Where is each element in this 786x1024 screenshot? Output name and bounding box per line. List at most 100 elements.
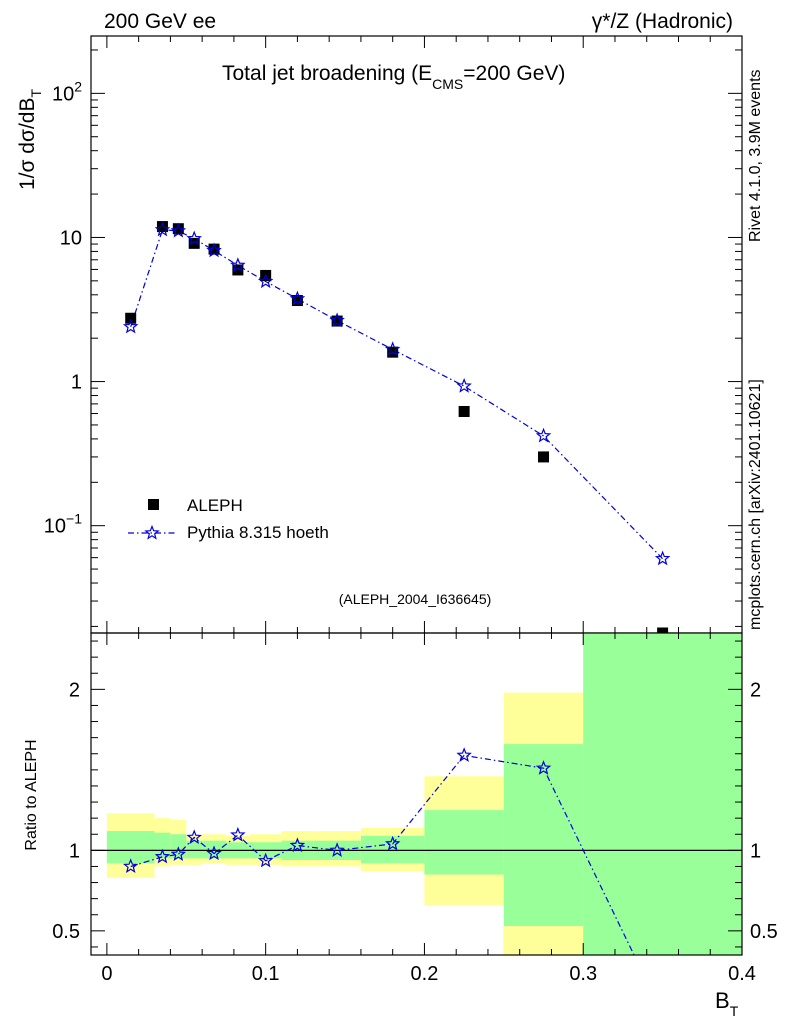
band-green-0 (106, 831, 155, 864)
header-left: 200 GeV ee (104, 10, 216, 33)
band-green-12 (583, 633, 742, 955)
ratio-tick-label-left-0.5: 0.5 (52, 921, 80, 943)
data-point-5 (232, 264, 244, 276)
data-point-4 (208, 243, 220, 255)
band-green-10 (424, 810, 504, 875)
data-point-7 (291, 295, 303, 307)
legend-mc-label: Pythia 8.315 hoeth (187, 523, 329, 542)
ratio-mc-star-1 (154, 848, 171, 864)
x-axis-label-sub: T (730, 1003, 739, 1019)
plot-title-rest: =200 GeV) (463, 62, 565, 85)
data-point-11 (538, 451, 550, 463)
y-tick-label-exponent: −1 (66, 511, 82, 527)
y-axis-label-sub: T (28, 89, 44, 98)
ratio-mc-star-10 (456, 747, 472, 762)
ratio-mc-star-9 (384, 835, 401, 851)
mc-star-0 (122, 318, 139, 334)
mc-star-10 (456, 377, 472, 393)
x-tick-label-0.2: 0.2 (411, 963, 439, 985)
y-axis-label: 1/σ dσ/dBT (16, 89, 44, 190)
mc-star-5 (230, 257, 246, 272)
ratio-panel: 0 0.1 0.2 0.3 0.4 0.5 0.5 1 1 2 2 (52, 36, 778, 985)
ratio-mc-star-2 (170, 846, 187, 861)
ratio-series (122, 747, 635, 955)
band-green-11 (503, 744, 584, 955)
mc-star-12 (654, 550, 671, 566)
x-tick-label-0.4: 0.4 (728, 963, 756, 985)
band-green-9 (360, 835, 425, 864)
data-point-2 (172, 223, 184, 235)
mc-star-2 (170, 222, 187, 238)
legend: ALEPH Pythia 8.315 hoeth (128, 496, 329, 542)
header-right: γ*/Z (Hadronic) (592, 10, 733, 33)
mc-star-11 (535, 427, 552, 443)
ratio-axis-label: Ratio to ALEPH (23, 739, 40, 850)
y-tick-label-base: 10 (44, 516, 66, 538)
ratio-mc-star-3 (186, 829, 202, 845)
plot-title: Total jet broadening (ECMS=200 GeV) (222, 62, 565, 92)
x-axis-label-main: B (715, 988, 730, 1013)
x-ticks: 0 0.1 0.2 0.3 0.4 (101, 36, 756, 985)
ratio-mc-star-5 (230, 826, 246, 842)
data-point-12 (657, 627, 669, 637)
band-green-4 (202, 840, 226, 859)
ratio-mc-line (130, 754, 635, 955)
mcplots-label: mcplots.cern.ch [arXiv:2401.10621] (747, 379, 764, 630)
y-tick-label-10: 10 (60, 227, 82, 249)
band-green-1 (154, 832, 171, 859)
mc-star-4 (206, 242, 222, 258)
ratio-tick-label-left-2: 2 (69, 679, 80, 701)
mc-star-1 (154, 221, 171, 237)
data-point-3 (188, 237, 200, 249)
mc-star-8 (329, 312, 345, 328)
rivet-version-label: Rivet 4.1.0, 3.9M events (747, 69, 764, 242)
y-tick-label-1: 1 (71, 372, 82, 394)
ratio-tick-label-right-1: 1 (750, 840, 761, 862)
band-green-3 (186, 840, 203, 859)
y-axis-label-main: 1/σ dσ/dB (16, 98, 39, 190)
band-yellow-low-11 (503, 926, 584, 955)
plot-title-sub: CMS (432, 76, 463, 92)
mc-star-9 (384, 341, 401, 357)
ratio-frame (90, 632, 743, 956)
ratio-tick-label-right-2: 2 (750, 679, 761, 701)
x-tick-label-0: 0 (101, 963, 112, 985)
legend-data-marker (148, 499, 159, 510)
legend-data-label: ALEPH (187, 496, 243, 515)
y-tick-label-0.1: 10−1 (44, 511, 82, 538)
ratio-tick-label-right-0.5: 0.5 (750, 921, 778, 943)
ratio-tick-label-left-1: 1 (69, 840, 80, 862)
mc-star-3 (186, 230, 202, 246)
ratio-mc-star-11 (535, 760, 552, 775)
y-tick-label-base: 10 (60, 227, 82, 249)
x-tick-label-0.3: 0.3 (569, 963, 597, 985)
main-series (122, 221, 671, 637)
y-tick-label-exponent: 2 (74, 78, 82, 94)
y-tick-label-base: 10 (52, 83, 74, 105)
data-point-8 (331, 315, 343, 327)
main-frame (90, 35, 743, 634)
x-tick-label-0.1: 0.1 (252, 963, 280, 985)
ratio-mc-star-8 (329, 842, 345, 857)
ratio-ticks: 0.5 0.5 1 1 2 2 (52, 640, 778, 948)
ratio-mc-star-4 (206, 845, 222, 861)
analysis-id: (ALEPH_2004_I636645) (339, 591, 492, 607)
mc-star-7 (289, 290, 306, 306)
x-axis-label: BT (715, 988, 739, 1019)
data-point-10 (458, 405, 470, 417)
data-point-1 (156, 221, 168, 233)
y-tick-label-100: 102 (52, 78, 82, 105)
ratio-mc-star-7 (289, 837, 306, 853)
ratio-mc-star-0 (122, 858, 139, 874)
legend-star-shape (144, 524, 160, 540)
mc-star-6 (257, 273, 274, 289)
legend-mc-star-icon (144, 524, 160, 540)
ratio-bands (106, 633, 742, 955)
y-tick-label-base: 1 (71, 372, 82, 394)
plot-title-main: Total jet broadening (E (222, 62, 432, 85)
ratio-mc-star-6 (257, 852, 274, 868)
data-point-0 (125, 312, 137, 324)
